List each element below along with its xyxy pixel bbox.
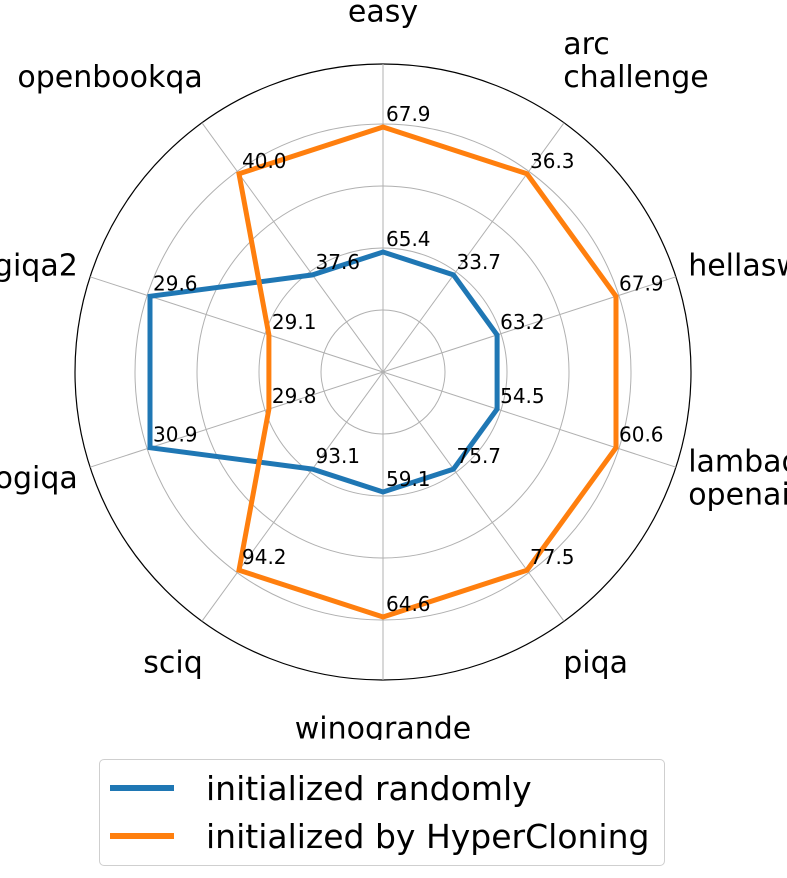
value-label-s1-0: 67.9 xyxy=(386,102,431,126)
value-label-s1-6: 94.2 xyxy=(242,545,287,569)
legend-swatch-random xyxy=(110,785,174,791)
legend-item-random: initialized randomly xyxy=(110,768,532,808)
axis-label-5-0: winogrande xyxy=(295,711,472,740)
axis-label-3-1: openai xyxy=(688,478,787,513)
legend: initialized randomly initialized by Hype… xyxy=(99,759,665,866)
axis-label-3-0: lambada xyxy=(688,445,787,480)
axis-label-8-0: logiqa2 xyxy=(0,249,78,284)
value-label-s0-4: 75.7 xyxy=(457,444,502,468)
legend-label-hypercloning: initialized by HyperCloning xyxy=(206,816,650,856)
spoke-1 xyxy=(382,122,565,373)
axis-label-4-0: piqa xyxy=(563,646,628,681)
value-label-s1-3: 60.6 xyxy=(619,423,664,447)
radar-spokes xyxy=(89,64,677,680)
spoke-4 xyxy=(382,371,565,622)
value-label-s0-8: 29.6 xyxy=(153,271,198,295)
value-label-s1-1: 36.3 xyxy=(530,149,575,173)
value-label-s0-5: 59.1 xyxy=(386,467,431,491)
axis-label-7-0: logiqa xyxy=(0,461,78,496)
series-line-1 xyxy=(236,124,619,620)
spoke-2 xyxy=(382,276,677,373)
radar-series xyxy=(147,124,619,620)
value-label-s0-1: 33.7 xyxy=(457,250,502,274)
value-label-s1-5: 64.6 xyxy=(386,592,431,616)
value-label-s0-3: 54.5 xyxy=(500,384,545,408)
radar-chart: 65.4 33.7 63.2 54.5 75.7 59.1 93.1 30.9 29.6 37.6… xyxy=(0,0,787,740)
legend-item-hypercloning: initialized by HyperCloning xyxy=(110,816,649,856)
spoke-7 xyxy=(89,371,384,468)
legend-swatch-hypercloning xyxy=(110,833,174,839)
axis-label-1-1: challenge xyxy=(563,60,709,95)
value-label-s1-4: 77.5 xyxy=(530,545,575,569)
axis-label-6-0: sciq xyxy=(143,646,203,681)
value-label-s0-6: 93.1 xyxy=(316,444,361,468)
spoke-3 xyxy=(382,371,677,468)
axis-label-9-0: openbookqa xyxy=(17,60,202,95)
value-label-s0-9: 37.6 xyxy=(316,250,361,274)
value-labels: 65.4 33.7 63.2 54.5 75.7 59.1 93.1 30.9 29.6 37.6… xyxy=(153,102,664,616)
value-label-s1-9: 40.0 xyxy=(242,149,287,173)
spoke-9 xyxy=(201,122,384,373)
axis-labels: arceasyarcchallengehellaswaglambadaopena… xyxy=(0,0,787,740)
axis-label-1-0: arc xyxy=(563,27,610,62)
value-label-s0-2: 63.2 xyxy=(500,310,545,334)
axis-label-2-0: hellaswag xyxy=(688,249,787,284)
spoke-8 xyxy=(89,276,384,373)
value-label-s0-0: 65.4 xyxy=(386,227,431,251)
value-label-s1-2: 67.9 xyxy=(619,271,664,295)
legend-label-random: initialized randomly xyxy=(206,768,532,808)
spoke-6 xyxy=(201,371,384,622)
value-label-s0-7: 30.9 xyxy=(153,423,198,447)
value-label-s1-7: 29.8 xyxy=(272,384,317,408)
value-label-s1-8: 29.1 xyxy=(272,310,317,334)
axis-label-0-1: easy xyxy=(348,0,418,29)
